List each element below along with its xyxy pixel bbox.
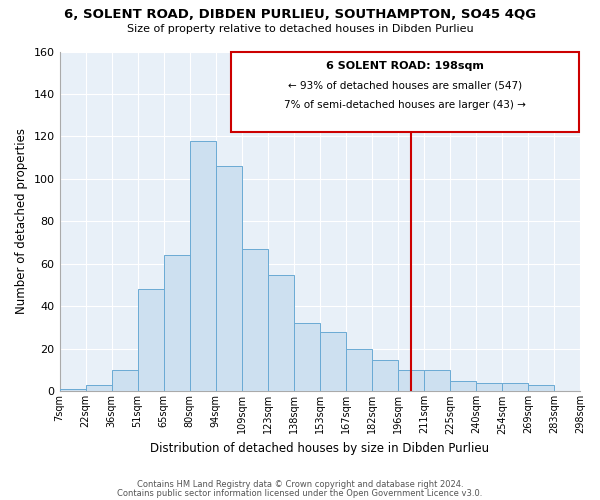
Bar: [398, 370, 424, 392]
Y-axis label: Number of detached properties: Number of detached properties: [15, 128, 28, 314]
Bar: [320, 332, 346, 392]
Text: Contains public sector information licensed under the Open Government Licence v3: Contains public sector information licen…: [118, 488, 482, 498]
Text: 6 SOLENT ROAD: 198sqm: 6 SOLENT ROAD: 198sqm: [326, 62, 484, 72]
Bar: [502, 383, 528, 392]
Bar: [346, 349, 372, 392]
Bar: [242, 249, 268, 392]
X-axis label: Distribution of detached houses by size in Dibden Purlieu: Distribution of detached houses by size …: [150, 442, 490, 455]
Bar: [86, 385, 112, 392]
Text: Size of property relative to detached houses in Dibden Purlieu: Size of property relative to detached ho…: [127, 24, 473, 34]
Bar: [372, 360, 398, 392]
Bar: [164, 256, 190, 392]
Bar: [59, 390, 86, 392]
FancyBboxPatch shape: [231, 52, 578, 132]
Bar: [476, 383, 502, 392]
Bar: [294, 324, 320, 392]
Bar: [112, 370, 137, 392]
Text: 7% of semi-detached houses are larger (43) →: 7% of semi-detached houses are larger (4…: [284, 100, 526, 110]
Text: Contains HM Land Registry data © Crown copyright and database right 2024.: Contains HM Land Registry data © Crown c…: [137, 480, 463, 489]
Bar: [190, 140, 215, 392]
Bar: [215, 166, 242, 392]
Bar: [450, 381, 476, 392]
Bar: [137, 290, 164, 392]
Text: ← 93% of detached houses are smaller (547): ← 93% of detached houses are smaller (54…: [288, 80, 522, 90]
Bar: [424, 370, 450, 392]
Bar: [528, 385, 554, 392]
Text: 6, SOLENT ROAD, DIBDEN PURLIEU, SOUTHAMPTON, SO45 4QG: 6, SOLENT ROAD, DIBDEN PURLIEU, SOUTHAMP…: [64, 8, 536, 20]
Bar: [268, 274, 294, 392]
